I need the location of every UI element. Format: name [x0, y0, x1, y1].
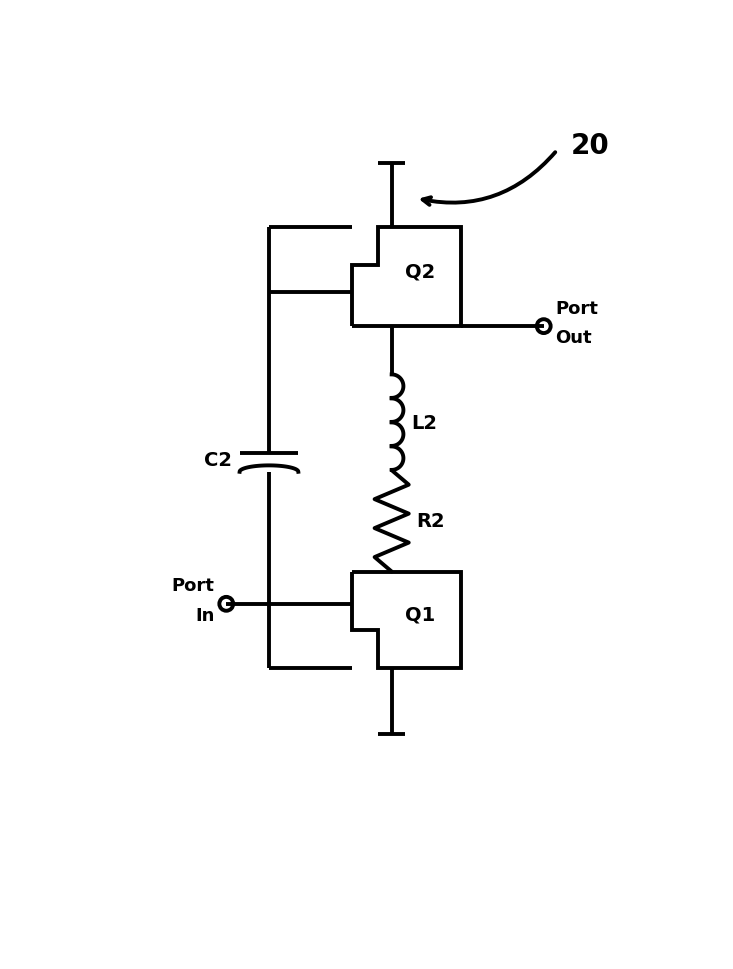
Text: Q1: Q1 [405, 605, 435, 624]
Text: Port: Port [556, 299, 598, 317]
Text: L2: L2 [411, 413, 438, 432]
Text: R2: R2 [417, 512, 446, 531]
Text: 20: 20 [570, 132, 609, 160]
Text: Port: Port [172, 577, 215, 595]
Text: In: In [195, 607, 215, 624]
Text: C2: C2 [204, 451, 232, 470]
Text: Out: Out [556, 329, 592, 347]
Text: Q2: Q2 [405, 263, 435, 282]
